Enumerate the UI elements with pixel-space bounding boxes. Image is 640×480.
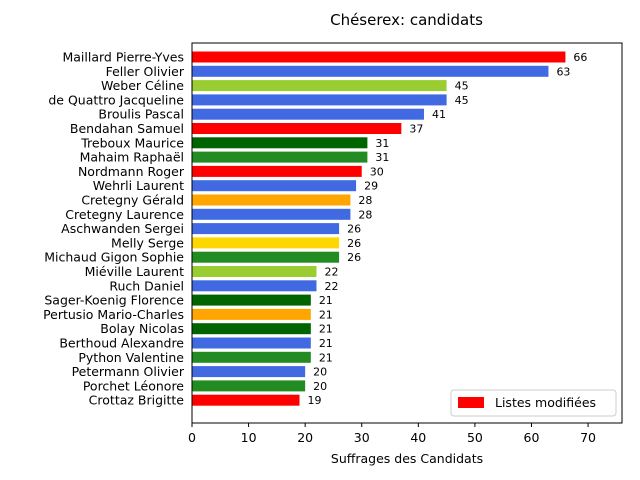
value-label: 19 — [308, 394, 322, 407]
x-axis-ticks: 0 10 20 30 40 50 60 70 — [188, 423, 596, 445]
x-tick-label: 10 — [241, 430, 257, 445]
legend-label: Listes modifiées — [495, 395, 596, 410]
category-label: Weber Céline — [101, 78, 184, 93]
value-label: 63 — [556, 65, 570, 78]
bars-group — [192, 51, 566, 406]
bar — [192, 337, 311, 349]
category-label: Sager-Koenig Florence — [44, 293, 184, 308]
bar — [192, 394, 300, 406]
bar — [192, 223, 340, 235]
category-label: Broulis Pascal — [98, 107, 184, 122]
value-label: 21 — [319, 308, 333, 321]
bar — [192, 108, 424, 120]
category-label: Nordmann Roger — [78, 164, 185, 179]
value-label: 21 — [319, 323, 333, 336]
value-label: 21 — [319, 294, 333, 307]
category-label: Cretegny Gérald — [81, 193, 184, 208]
value-label: 26 — [347, 223, 361, 236]
x-tick-label: 30 — [354, 430, 370, 445]
value-label: 30 — [370, 165, 384, 178]
category-label: Bolay Nicolas — [100, 321, 184, 336]
category-label: Petermann Olivier — [72, 364, 185, 379]
category-label: de Quattro Jacqueline — [48, 92, 184, 107]
x-tick-label: 20 — [297, 430, 313, 445]
value-label: 20 — [313, 366, 327, 379]
legend-box — [450, 389, 617, 417]
bar — [192, 366, 306, 378]
value-label: 29 — [364, 180, 378, 193]
category-label: Aschwanden Sergei — [61, 221, 184, 236]
bar — [192, 323, 311, 335]
legend: Listes modifiées — [450, 389, 617, 417]
category-label: Ruch Daniel — [109, 278, 184, 293]
bar — [192, 180, 357, 192]
category-label: Treboux Maurice — [80, 135, 184, 150]
bar — [192, 137, 368, 149]
value-label: 41 — [432, 108, 446, 121]
category-label: Pertusio Mario-Charles — [43, 307, 184, 322]
value-label: 20 — [313, 380, 327, 393]
category-label: Porchet Léonore — [83, 378, 184, 393]
bar — [192, 165, 362, 177]
plot-frame — [191, 42, 623, 424]
bar — [192, 380, 306, 392]
category-label: Miéville Laurent — [85, 264, 184, 279]
bar — [192, 280, 317, 292]
value-label: 22 — [324, 266, 338, 279]
value-label: 31 — [375, 137, 389, 150]
x-tick-label: 50 — [467, 430, 483, 445]
bar — [192, 208, 351, 220]
bar — [192, 51, 566, 63]
category-label: Mahaim Raphaël — [80, 150, 184, 165]
bar — [192, 65, 549, 77]
bar — [192, 266, 317, 277]
value-label: 66 — [573, 51, 587, 64]
bar — [192, 237, 340, 249]
bar — [192, 94, 447, 106]
x-tick-label: 70 — [580, 430, 596, 445]
category-label: Berthoud Alexandre — [59, 336, 184, 351]
category-label: Maillard Pierre-Yves — [62, 50, 184, 65]
value-label: 45 — [455, 80, 469, 93]
category-label: Cretegny Laurence — [65, 207, 184, 222]
chart-title: Chéserex: candidats — [330, 11, 483, 29]
category-label: Michaud Gigon Sophie — [44, 250, 184, 265]
bar — [192, 194, 351, 206]
bar — [192, 251, 340, 263]
value-label: 28 — [358, 194, 372, 207]
value-label: 26 — [347, 237, 361, 250]
value-label: 28 — [358, 208, 372, 221]
bar — [192, 351, 311, 363]
category-label: Crottaz Brigitte — [89, 393, 185, 408]
bar — [192, 294, 311, 306]
value-label: 37 — [409, 123, 423, 136]
category-label: Feller Olivier — [106, 64, 185, 79]
category-label: Python Valentine — [78, 350, 184, 365]
bar — [192, 308, 311, 320]
value-label: 21 — [319, 337, 333, 350]
category-label: Wehrli Laurent — [93, 178, 184, 193]
x-axis-label: Suffrages des Candidats — [331, 451, 483, 466]
category-label: Bendahan Samuel — [70, 121, 184, 136]
category-label: Melly Serge — [111, 235, 184, 250]
value-label: 45 — [455, 94, 469, 107]
value-label: 22 — [324, 280, 338, 293]
value-label: 31 — [375, 151, 389, 164]
value-label: 26 — [347, 251, 361, 264]
bar — [192, 80, 447, 92]
x-tick-label: 0 — [188, 430, 196, 445]
x-tick-label: 60 — [524, 430, 540, 445]
x-tick-label: 40 — [410, 430, 426, 445]
value-labels: 6663454541373131302928282626262222212121… — [308, 51, 588, 407]
bar — [192, 123, 402, 134]
bar — [192, 151, 368, 163]
value-label: 21 — [319, 351, 333, 364]
legend-swatch — [458, 397, 484, 408]
